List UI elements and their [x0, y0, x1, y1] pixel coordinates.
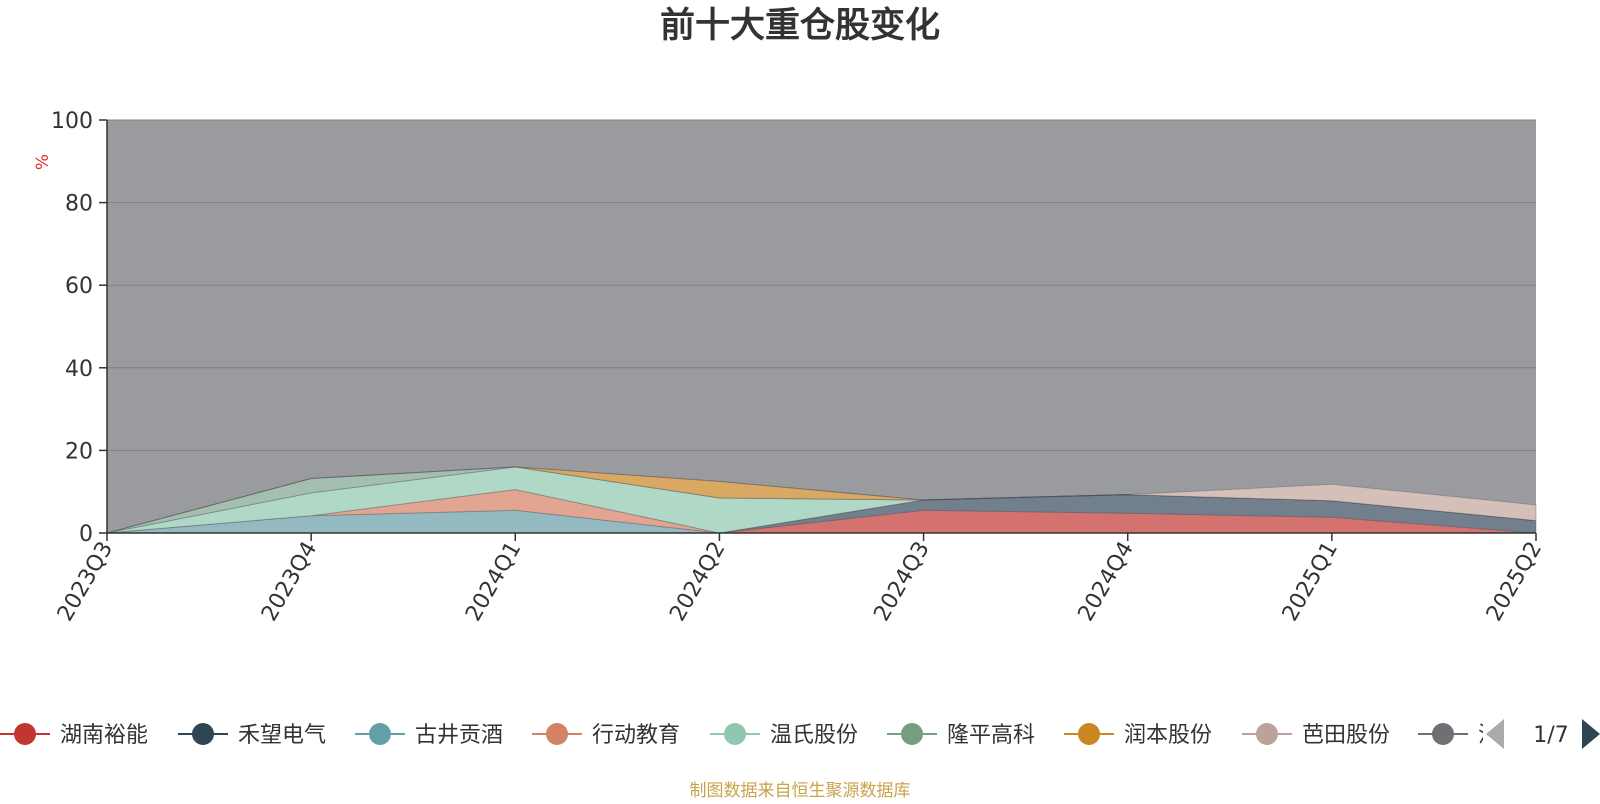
x-tick-label: 2024Q2	[665, 538, 730, 626]
legend-label: 行动教育	[592, 723, 680, 748]
legend-label: 禾望电气	[238, 723, 326, 748]
legend-item-7[interactable]: 芭田股份	[1242, 723, 1390, 748]
x-tick-label: 2024Q4	[1074, 538, 1139, 626]
legend-label: 湖南裕能	[60, 723, 148, 748]
legend-label: 古井贡酒	[415, 723, 503, 748]
legend-swatch-dot	[901, 723, 923, 745]
legend-item-4[interactable]: 温氏股份	[710, 723, 858, 748]
y-tick-label: 20	[65, 439, 93, 464]
chart-title: 前十大重仓股变化	[660, 6, 940, 46]
legend-label: 隆平高科	[947, 723, 1035, 748]
legend-item-0[interactable]: 湖南裕能	[0, 723, 148, 748]
area-series-7	[106, 466, 1537, 534]
legend-page-indicator: 1/7	[1533, 723, 1568, 748]
legend-label: 温氏股份	[770, 723, 858, 748]
y-axis-unit-label: %	[33, 154, 53, 170]
y-tick-label: 0	[79, 522, 93, 547]
y-tick-label: 80	[65, 192, 93, 217]
plot-background	[107, 120, 1536, 533]
x-tick-label: 2025Q1	[1278, 538, 1343, 626]
y-tick-label: 40	[65, 357, 93, 382]
x-tick-label: 2023Q4	[257, 538, 322, 626]
y-tick-label: 100	[51, 109, 93, 134]
legend-item-2[interactable]: 古井贡酒	[355, 723, 503, 748]
legend-swatch-dot	[14, 723, 36, 745]
legend-swatch-dot	[192, 723, 214, 745]
stacked-areas	[106, 466, 1537, 534]
legend-label: 润本股份	[1124, 723, 1212, 748]
legend-item-5[interactable]: 隆平高科	[887, 723, 1035, 748]
x-tick-label: 2024Q3	[869, 538, 934, 626]
legend-label: 芭田股份	[1302, 723, 1390, 748]
gridlines	[107, 119, 1536, 451]
legend-item-1[interactable]: 禾望电气	[178, 723, 326, 748]
legend-item-6[interactable]: 润本股份	[1064, 723, 1212, 748]
legend-item-3[interactable]: 行动教育	[532, 723, 680, 748]
legend-swatch-dot	[1256, 723, 1278, 745]
legend-swatch-dot	[546, 723, 568, 745]
legend-next-arrow-icon[interactable]	[1582, 719, 1600, 749]
legend-swatch-dot	[724, 723, 746, 745]
source-note: 制图数据来自恒生聚源数据库	[690, 781, 911, 800]
x-tick-label: 2024Q1	[461, 538, 526, 626]
legend-swatch-dot	[1432, 723, 1454, 745]
legend-swatch-dot	[1078, 723, 1100, 745]
x-tick-label: 2023Q3	[53, 538, 118, 626]
x-tick-label: 2025Q2	[1482, 538, 1547, 626]
legend-swatch-dot	[369, 723, 391, 745]
y-tick-label: 60	[65, 274, 93, 299]
legend-prev-arrow-icon[interactable]	[1486, 719, 1504, 749]
legend: 湖南裕能禾望电气古井贡酒行动教育温氏股份隆平高科润本股份芭田股份汉1/7	[0, 705, 1600, 765]
